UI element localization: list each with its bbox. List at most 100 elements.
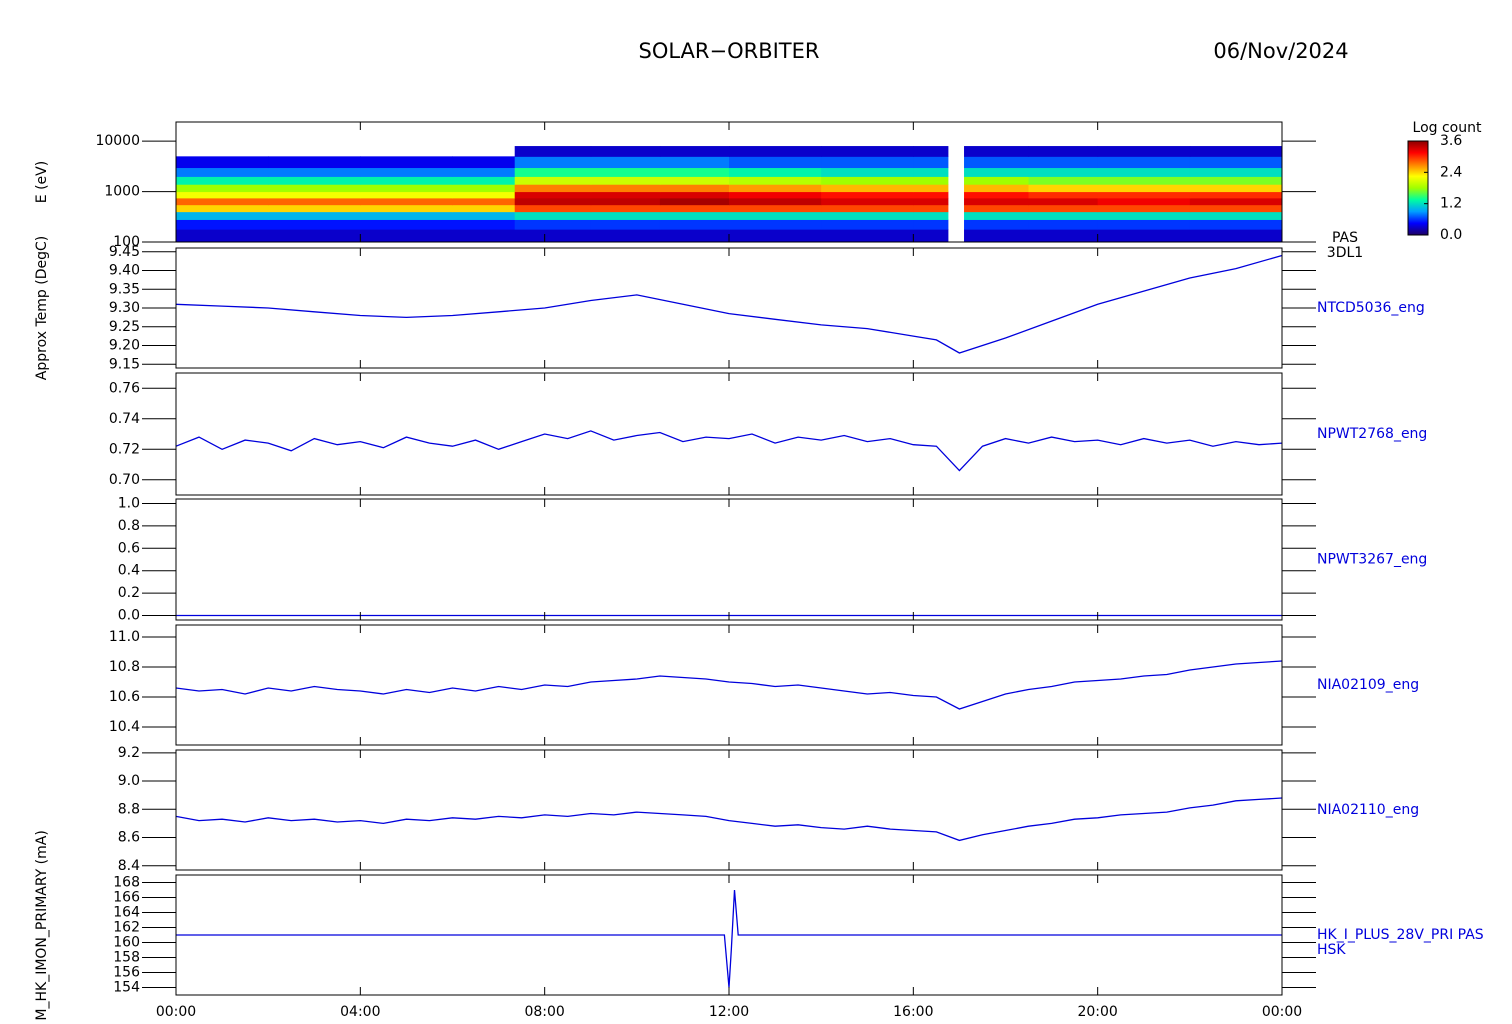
heatmap-cell: [1189, 229, 1283, 243]
heatmap-cell: [514, 219, 592, 230]
heatmap-cell: [659, 204, 730, 213]
y-tick-label: 8.8: [118, 801, 140, 817]
heatmap-cell: [913, 229, 949, 243]
y-tick-label: 10.8: [109, 659, 140, 675]
heatmap-cell: [590, 211, 661, 220]
heatmap-cell: [1028, 156, 1099, 169]
heatmap-cell: [452, 184, 516, 193]
series-label: NIA02110_eng: [1317, 802, 1419, 818]
heatmap-cell: [729, 229, 822, 243]
heatmap-cell: [452, 176, 516, 185]
heatmap-cell: [360, 197, 453, 206]
heatmap-cell: [964, 156, 1030, 169]
y-tick-label: 156: [113, 965, 140, 981]
heatmap-cell: [268, 176, 361, 185]
x-tick-label: 00:00: [1262, 1004, 1302, 1020]
heatmap-cell: [729, 184, 822, 193]
x-tick-label: 00:00: [156, 1004, 196, 1020]
heatmap-cell: [360, 184, 453, 193]
heatmap-cell: [268, 204, 361, 213]
data-line: [176, 889, 1282, 988]
colorbar-tick-label: 0.0: [1440, 227, 1462, 243]
heatmap-cell: [729, 204, 822, 213]
heatmap-cell: [659, 184, 730, 193]
heatmap-cell: [964, 146, 1030, 157]
heatmap-cell: [360, 211, 453, 220]
heatmap-cell: [514, 229, 592, 243]
heatmap-cell: [821, 191, 914, 199]
heatmap-cell: [360, 191, 453, 199]
heatmap-cell: [821, 184, 914, 193]
heatmap-cell: [360, 229, 453, 243]
y-tick-label: 9.30: [109, 300, 140, 316]
heatmap-cell: [913, 211, 949, 220]
heatmap-cell: [1028, 211, 1099, 220]
heatmap-cell: [1189, 219, 1283, 230]
heatmap-cell: [176, 197, 269, 206]
heatmap-cell: [268, 211, 361, 220]
heatmap-cell: [729, 219, 822, 230]
heatmap-cell: [821, 204, 914, 213]
heatmap-cell: [659, 167, 730, 177]
heatmap-cell: [514, 197, 592, 206]
y-tick-label: 9.20: [109, 338, 140, 354]
colorbar-tick-label: 2.4: [1440, 164, 1462, 180]
heatmap-cell: [1028, 219, 1099, 230]
heatmap-cell: [514, 167, 592, 177]
colorbar: [1407, 140, 1429, 236]
y-tick-label: 164: [113, 905, 140, 921]
heatmap-cell: [659, 211, 730, 220]
y-tick-label: 9.40: [109, 263, 140, 279]
heatmap-cell: [729, 211, 822, 220]
y-tick-label: 154: [113, 980, 140, 996]
heatmap-cell: [659, 197, 730, 206]
heatmap-cell: [268, 184, 361, 193]
heatmap-cell: [514, 176, 592, 185]
heatmap-cell: [1028, 167, 1099, 177]
plot-frame: [175, 749, 1283, 871]
y-tick-label: 0.8: [118, 518, 140, 534]
plot-frame: [175, 624, 1283, 746]
y-tick-label: 160: [113, 935, 140, 951]
y-tick-label: 8.4: [118, 858, 140, 874]
heatmap-cell: [1189, 191, 1283, 199]
data-line: [175, 797, 1283, 842]
heatmap-cell: [176, 167, 269, 177]
x-tick-label: 12:00: [709, 1004, 749, 1020]
side-label: PAS: [1332, 230, 1358, 246]
heatmap-cell: [1028, 229, 1099, 243]
data-line: [175, 660, 1283, 710]
heatmap-cell: [964, 176, 1030, 185]
heatmap-cell: [1028, 176, 1099, 185]
y-tick-label: 0.70: [109, 472, 140, 488]
series-label: NIA02109_eng: [1317, 677, 1419, 693]
y-tick-label: 9.45: [109, 244, 140, 260]
heatmap-cell: [913, 191, 949, 199]
heatmap-cell: [1189, 211, 1283, 220]
heatmap-cell: [514, 204, 592, 213]
heatmap-cell: [590, 156, 661, 169]
y-axis-label: E (eV): [34, 161, 50, 203]
heatmap-cell: [176, 219, 269, 230]
y-tick-label: 0.2: [118, 585, 140, 601]
heatmap-cell: [360, 156, 453, 169]
heatmap-cell: [514, 211, 592, 220]
heatmap-cell: [659, 229, 730, 243]
heatmap-cell: [729, 167, 822, 177]
heatmap-cell: [1097, 204, 1191, 213]
colorbar-label: Log count: [1413, 120, 1482, 136]
plot-frame: [175, 372, 1283, 496]
heatmap-cell: [514, 146, 592, 157]
heatmap-cell: [1028, 204, 1099, 213]
side-label: 3DL1: [1327, 245, 1363, 261]
y-tick-label: 9.15: [109, 356, 140, 372]
y-tick-label: 11.0: [109, 629, 140, 645]
heatmap-cell: [1097, 211, 1191, 220]
y-tick-label: 10.4: [109, 719, 140, 735]
data-line: [175, 430, 1283, 472]
heatmap-cell: [452, 204, 516, 213]
heatmap-cell: [1097, 191, 1191, 199]
heatmap-cell: [1097, 184, 1191, 193]
heatmap-cell: [1097, 156, 1191, 169]
